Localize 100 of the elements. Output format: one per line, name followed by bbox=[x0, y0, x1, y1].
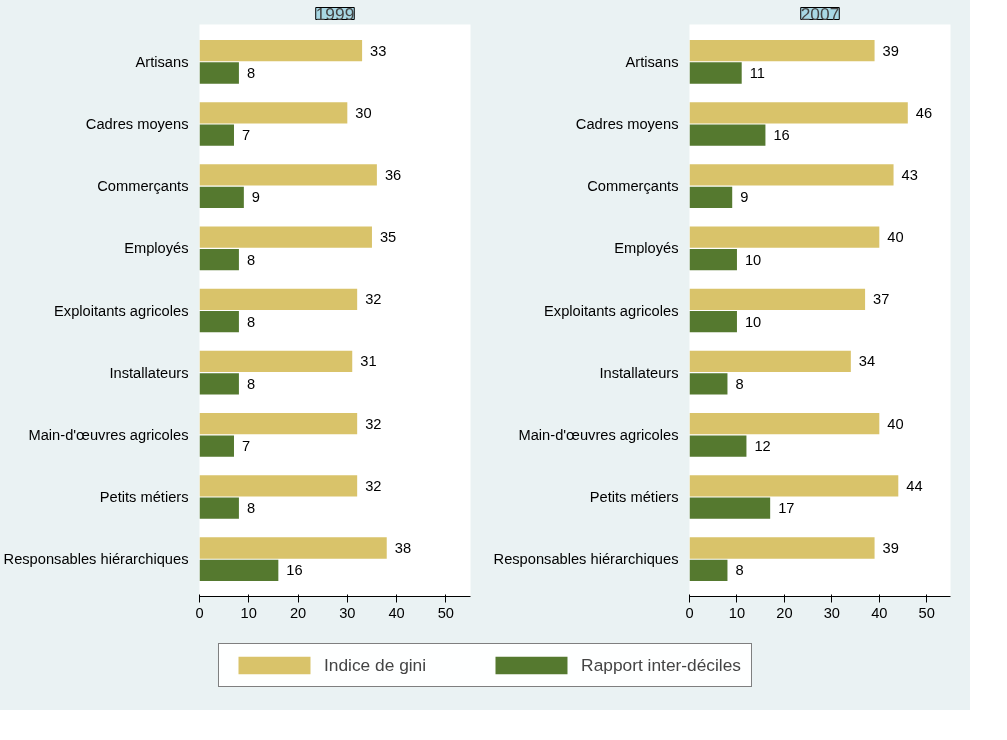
data-label: 7 bbox=[241, 127, 251, 144]
y-tick-label: Main-d'œuvres agricoles bbox=[518, 426, 679, 443]
y-tick-label: Cadres moyens bbox=[575, 115, 679, 132]
bar bbox=[689, 186, 733, 208]
bar bbox=[689, 413, 880, 435]
x-tick-label: 20 bbox=[776, 604, 793, 621]
y-tick-label: Commerçants bbox=[587, 178, 679, 195]
data-label: 8 bbox=[735, 562, 744, 579]
bar bbox=[199, 164, 377, 186]
data-label: 39 bbox=[882, 42, 899, 59]
chart-title: 1999 bbox=[315, 3, 355, 24]
data-label: 37 bbox=[873, 291, 890, 308]
data-label: 9 bbox=[740, 189, 749, 206]
data-label: 31 bbox=[360, 353, 377, 370]
data-label: 17 bbox=[778, 500, 795, 517]
bar bbox=[689, 62, 742, 84]
y-tick-label: Commerçants bbox=[97, 178, 189, 195]
data-label: 46 bbox=[915, 104, 933, 121]
bar bbox=[199, 435, 234, 457]
bar bbox=[689, 537, 875, 559]
data-label: 39 bbox=[882, 540, 899, 556]
y-tick-label: Petits métiers bbox=[589, 489, 679, 506]
data-label: 10 bbox=[744, 313, 762, 330]
data-label: 35 bbox=[379, 229, 397, 246]
bar bbox=[199, 373, 239, 395]
x-tick-label: 50 bbox=[918, 604, 935, 621]
y-tick-label: Exploitants agricoles bbox=[54, 302, 189, 319]
bar bbox=[689, 248, 737, 271]
bar bbox=[199, 124, 234, 146]
data-label: 43 bbox=[901, 166, 918, 183]
bar bbox=[689, 475, 899, 497]
x-tick-label: 30 bbox=[339, 604, 356, 621]
bar bbox=[199, 559, 279, 582]
bar bbox=[199, 497, 239, 519]
data-label: 7 bbox=[241, 438, 251, 455]
data-label: 8 bbox=[246, 375, 256, 392]
data-label: 34 bbox=[858, 353, 876, 370]
data-label: 10 bbox=[744, 251, 762, 268]
y-tick-label: Employés bbox=[124, 240, 189, 257]
x-tick-label: 10 bbox=[728, 604, 746, 621]
bar bbox=[199, 350, 353, 373]
x-tick-label: 40 bbox=[871, 604, 888, 621]
data-label: 8 bbox=[246, 65, 256, 81]
bar bbox=[689, 497, 771, 519]
data-label: 8 bbox=[246, 500, 256, 517]
data-label: 9 bbox=[251, 189, 260, 206]
bar bbox=[199, 311, 239, 333]
bar bbox=[199, 186, 244, 208]
bar bbox=[689, 102, 908, 124]
y-tick-label: Petits métiers bbox=[99, 489, 189, 506]
data-label: 12 bbox=[754, 438, 771, 455]
x-tick-label: 0 bbox=[195, 604, 204, 621]
bar bbox=[199, 413, 358, 435]
bar bbox=[199, 39, 363, 62]
data-label: 40 bbox=[887, 229, 904, 246]
y-tick-label: Artisans bbox=[625, 53, 679, 70]
bar bbox=[199, 226, 372, 248]
x-tick-label: 0 bbox=[685, 604, 694, 621]
legend-label: Rapport inter-déciles bbox=[581, 654, 742, 676]
bar bbox=[199, 102, 348, 124]
y-tick-label: Main-d'œuvres agricoles bbox=[28, 426, 189, 443]
bar bbox=[689, 373, 728, 395]
x-tick-label: 40 bbox=[388, 604, 405, 621]
data-label: 16 bbox=[286, 562, 303, 579]
bar bbox=[689, 226, 880, 248]
y-tick-label: Installateurs bbox=[599, 364, 679, 381]
legend-label: Indice de gini bbox=[323, 654, 427, 676]
chart-title: 2007 bbox=[800, 3, 840, 24]
data-label: 16 bbox=[773, 127, 790, 144]
y-tick-label: Artisans bbox=[135, 53, 189, 70]
x-tick-label: 20 bbox=[289, 604, 307, 621]
data-label: 32 bbox=[365, 477, 382, 494]
bar bbox=[689, 559, 728, 582]
bar bbox=[199, 475, 358, 497]
y-tick-label: Cadres moyens bbox=[85, 115, 189, 132]
data-label: 8 bbox=[246, 251, 256, 268]
data-label: 8 bbox=[246, 313, 256, 330]
data-label: 8 bbox=[735, 375, 744, 392]
data-label: 30 bbox=[355, 104, 372, 121]
bar bbox=[689, 288, 866, 310]
bar bbox=[689, 124, 766, 146]
y-tick-label: Installateurs bbox=[109, 364, 189, 381]
bar bbox=[689, 350, 851, 373]
bar bbox=[199, 288, 358, 310]
bar bbox=[689, 435, 747, 457]
y-tick-label: Responsables hiérarchiques bbox=[3, 551, 189, 568]
bar bbox=[689, 164, 894, 186]
data-label: 11 bbox=[749, 65, 765, 81]
data-label: 36 bbox=[384, 166, 402, 183]
x-tick-label: 50 bbox=[437, 604, 455, 621]
bar bbox=[199, 537, 387, 559]
x-tick-label: 10 bbox=[240, 604, 257, 621]
y-tick-label: Exploitants agricoles bbox=[544, 302, 679, 319]
data-label: 44 bbox=[906, 477, 923, 494]
data-label: 33 bbox=[370, 42, 387, 59]
bar bbox=[689, 39, 875, 62]
y-tick-label: Employés bbox=[614, 240, 679, 257]
y-tick-label: Responsables hiérarchiques bbox=[493, 551, 679, 568]
data-label: 32 bbox=[365, 415, 382, 432]
data-label: 40 bbox=[887, 415, 904, 432]
